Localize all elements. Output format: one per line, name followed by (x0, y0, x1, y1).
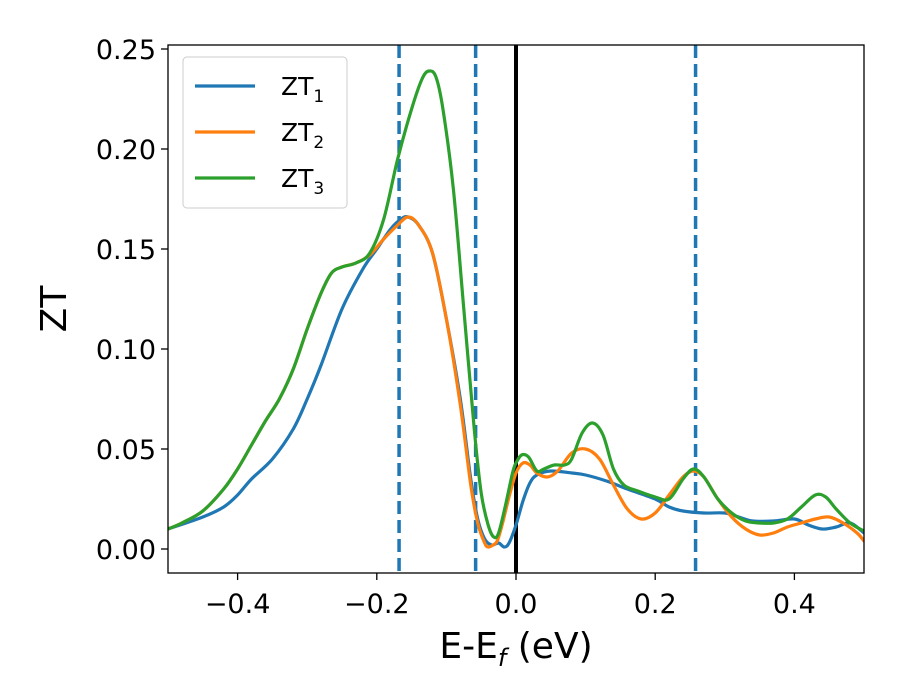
x-axis: −0.4 −0.2 0.0 0.2 0.4 (205, 573, 816, 620)
series-lines (168, 69, 864, 549)
x-tick-label: 0.0 (495, 589, 538, 620)
y-tick-label: 0.15 (96, 235, 156, 266)
x-tick-label: −0.2 (344, 589, 410, 620)
legend-box (182, 56, 348, 209)
y-tick-label: 0.05 (96, 435, 156, 466)
y-tick-label: 0.25 (96, 35, 156, 66)
reference-lines (397, 45, 698, 573)
x-tick-label: −0.4 (205, 589, 271, 620)
y-tick-label: 0.10 (96, 335, 156, 366)
y-tick-label: 0.00 (96, 535, 156, 566)
x-axis-title-unit: (eV) (506, 626, 592, 667)
x-tick-label: 0.4 (773, 589, 816, 620)
x-axis-title: E-Ef (eV) (439, 626, 592, 672)
legend: ZT1 ZT2 ZT3 (182, 56, 348, 209)
legend-label-2: ZT2 (281, 118, 324, 153)
legend-label-1: ZT1 (281, 72, 324, 107)
y-axis: 0.00 0.05 0.10 0.15 0.20 0.25 (96, 35, 168, 566)
legend-label-3: ZT3 (281, 164, 324, 199)
y-tick-label: 0.20 (96, 135, 156, 166)
series-line-3 (168, 69, 864, 540)
y-axis-title: ZT (34, 285, 75, 333)
x-tick-label: 0.2 (634, 589, 677, 620)
